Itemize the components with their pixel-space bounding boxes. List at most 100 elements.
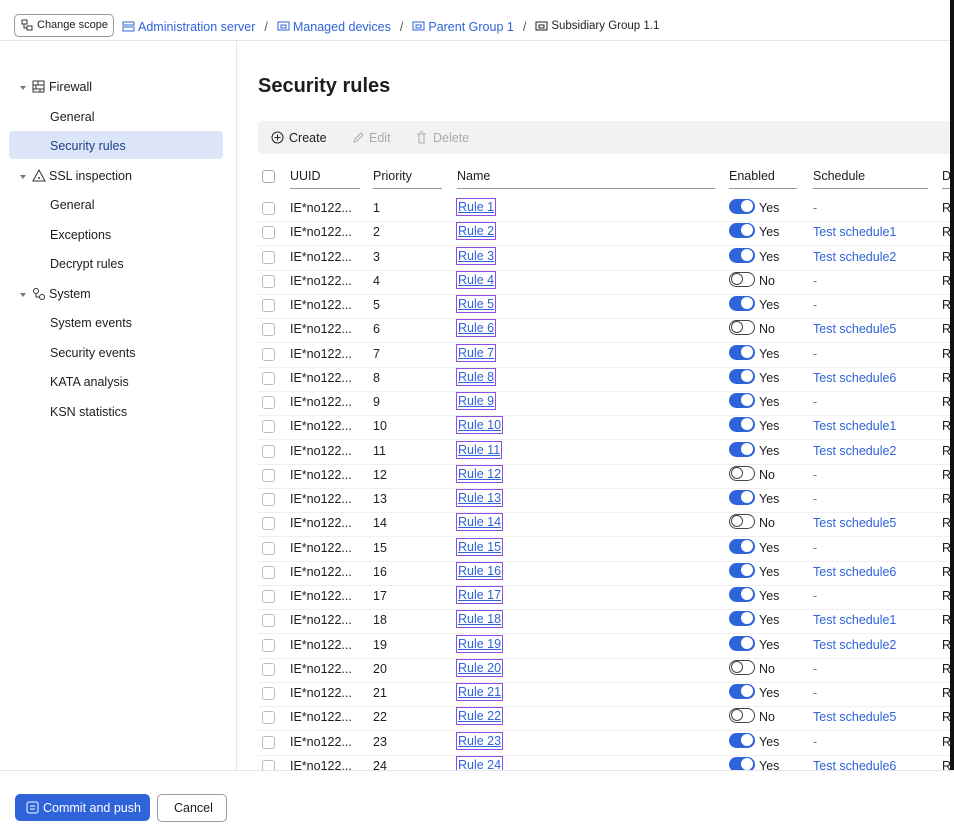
nav-item[interactable]: Decrypt rules <box>50 257 124 271</box>
enabled-toggle[interactable] <box>729 538 755 554</box>
rule-link[interactable]: Rule 21 <box>455 683 504 702</box>
schedule-link[interactable]: Test schedule1 <box>813 419 897 434</box>
rule-link[interactable]: Rule 1 <box>455 198 497 216</box>
schedule-link[interactable]: Test schedule2 <box>813 249 897 264</box>
schedule-link[interactable]: Test schedule6 <box>813 370 897 385</box>
row-checkbox[interactable] <box>262 711 275 725</box>
enabled-toggle[interactable] <box>729 635 755 651</box>
nav-item[interactable]: KSN statistics <box>50 404 128 419</box>
row-checkbox[interactable] <box>262 493 275 507</box>
schedule-link[interactable]: Test schedule2 <box>813 443 897 458</box>
rule-link[interactable]: Rule 11 <box>455 440 503 459</box>
group-label[interactable]: System <box>49 286 91 301</box>
schedule-link[interactable]: Test schedule5 <box>813 516 897 531</box>
rule-link[interactable]: Rule 19 <box>455 634 504 653</box>
group-label[interactable]: SSL inspection <box>49 168 132 183</box>
column-header[interactable]: Priority <box>373 169 412 183</box>
enabled-toggle[interactable] <box>729 199 755 214</box>
enabled-toggle[interactable] <box>729 296 755 312</box>
column-header[interactable]: Name <box>457 169 491 183</box>
row-checkbox[interactable] <box>262 274 275 288</box>
row-checkbox[interactable] <box>262 735 275 749</box>
rule-link[interactable]: Rule 18 <box>455 610 504 629</box>
enabled-toggle[interactable] <box>729 223 755 239</box>
breadcrumb-item[interactable]: Parent Group 1 <box>428 20 514 34</box>
rule-link[interactable]: Rule 17 <box>455 586 504 605</box>
rule-link[interactable]: Rule 6 <box>455 319 497 338</box>
rule-link[interactable]: Rule 4 <box>455 270 497 289</box>
row-checkbox[interactable] <box>262 541 275 555</box>
commit-button[interactable]: Commit and push <box>15 794 150 821</box>
row-checkbox[interactable] <box>262 662 275 676</box>
enabled-toggle[interactable] <box>729 611 755 627</box>
column-header[interactable]: UUID <box>290 169 321 183</box>
edit-button[interactable]: Edit <box>369 131 391 145</box>
rule-link[interactable]: Rule 23 <box>455 731 504 750</box>
enabled-toggle[interactable] <box>729 756 755 770</box>
change-scope-button[interactable]: Change scope <box>14 14 114 37</box>
enabled-toggle[interactable] <box>729 490 755 506</box>
breadcrumb-item[interactable]: Managed devices <box>292 20 391 34</box>
enabled-toggle[interactable] <box>729 562 755 578</box>
rule-link[interactable]: Rule 5 <box>455 295 497 314</box>
row-checkbox[interactable] <box>262 226 275 240</box>
row-checkbox[interactable] <box>262 517 275 531</box>
rule-link[interactable]: Rule 16 <box>455 561 504 580</box>
rule-link[interactable]: Rule 20 <box>455 658 504 677</box>
row-checkbox[interactable] <box>262 420 275 434</box>
schedule-link[interactable]: Test schedule2 <box>813 637 897 652</box>
enabled-toggle[interactable] <box>729 271 755 287</box>
row-checkbox[interactable] <box>262 250 275 264</box>
rule-link[interactable]: Rule 9 <box>455 392 497 411</box>
rule-link[interactable]: Rule 10 <box>455 416 504 435</box>
schedule-link[interactable]: Test schedule5 <box>813 710 897 725</box>
row-checkbox[interactable] <box>262 371 275 385</box>
enabled-toggle[interactable] <box>729 514 755 530</box>
rule-link[interactable]: Rule 3 <box>455 246 497 265</box>
breadcrumb-item[interactable]: Administration server <box>138 20 256 34</box>
enabled-toggle[interactable] <box>729 708 755 724</box>
enabled-toggle[interactable] <box>729 320 755 336</box>
header-checkbox[interactable] <box>262 170 275 183</box>
rule-link[interactable]: Rule 7 <box>455 343 497 362</box>
column-header[interactable]: Schedule <box>813 169 866 183</box>
cancel-button[interactable]: Cancel <box>157 794 227 822</box>
rule-link[interactable]: Rule 8 <box>455 367 497 386</box>
row-checkbox[interactable] <box>262 687 275 701</box>
schedule-link[interactable]: Test schedule5 <box>813 322 897 337</box>
schedule-link[interactable]: Test schedule6 <box>813 758 897 770</box>
enabled-toggle[interactable] <box>729 465 755 481</box>
nav-item[interactable]: General <box>50 109 95 124</box>
group-label[interactable]: Firewall <box>49 80 93 94</box>
enabled-toggle[interactable] <box>729 344 755 360</box>
schedule-link[interactable]: Test schedule1 <box>813 225 897 240</box>
rule-link[interactable]: Rule 14 <box>455 513 504 532</box>
row-checkbox[interactable] <box>262 590 275 604</box>
rule-link[interactable]: Rule 13 <box>455 489 504 508</box>
row-checkbox[interactable] <box>262 396 275 410</box>
delete-button[interactable]: Delete <box>433 131 470 145</box>
nav-item[interactable]: Security events <box>50 345 136 360</box>
nav-item[interactable]: System events <box>50 316 132 330</box>
row-checkbox[interactable] <box>262 565 275 579</box>
nav-item[interactable]: General <box>50 198 95 212</box>
column-header[interactable]: Enabled <box>729 169 775 183</box>
row-checkbox[interactable] <box>262 202 275 215</box>
row-checkbox[interactable] <box>262 638 275 652</box>
enabled-toggle[interactable] <box>729 659 755 675</box>
rule-link[interactable]: Rule 2 <box>455 222 497 241</box>
row-checkbox[interactable] <box>262 299 275 313</box>
schedule-link[interactable]: Test schedule1 <box>813 613 897 628</box>
row-checkbox[interactable] <box>262 347 275 361</box>
row-checkbox[interactable] <box>262 468 275 482</box>
enabled-toggle[interactable] <box>729 368 755 384</box>
row-checkbox[interactable] <box>262 614 275 628</box>
schedule-link[interactable]: Test schedule6 <box>813 564 897 579</box>
rule-link[interactable]: Rule 22 <box>455 707 504 726</box>
row-checkbox[interactable] <box>262 444 275 458</box>
rule-link[interactable]: Rule 15 <box>455 537 504 556</box>
row-checkbox[interactable] <box>262 759 275 770</box>
create-button[interactable]: Create <box>289 131 327 145</box>
enabled-toggle[interactable] <box>729 732 755 748</box>
nav-item[interactable]: Exceptions <box>50 227 112 242</box>
